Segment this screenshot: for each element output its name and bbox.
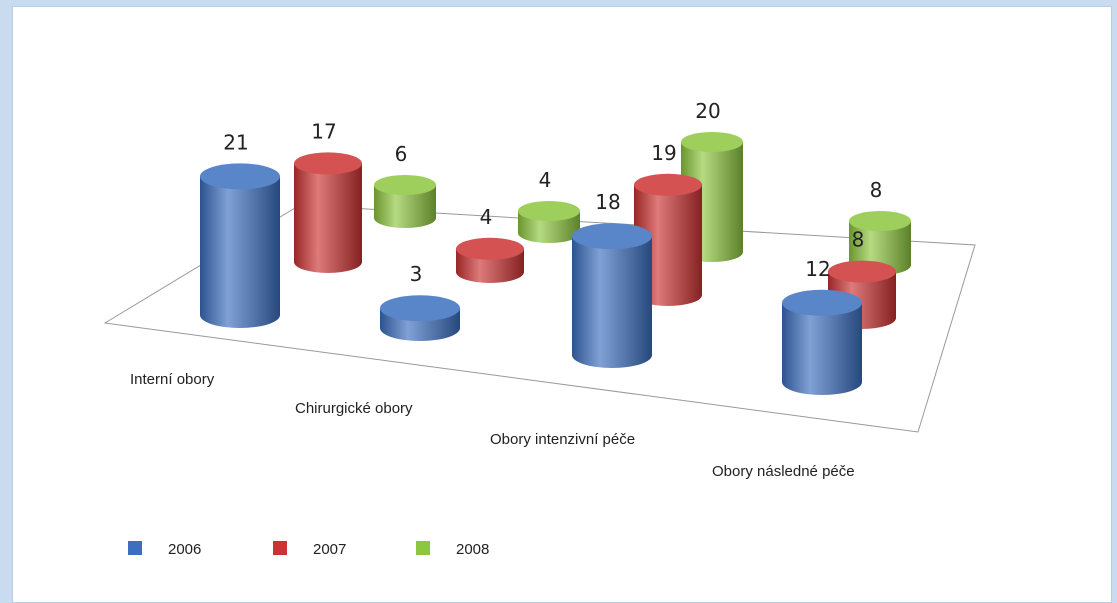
- legend-label: 2007: [313, 541, 346, 558]
- data-label: 6: [395, 142, 408, 166]
- bar-top: [380, 295, 460, 322]
- bar-top: [572, 223, 652, 250]
- legend-swatch: [128, 541, 142, 555]
- data-label: 4: [539, 168, 552, 192]
- bar-top: [518, 201, 580, 221]
- data-label: 4: [480, 205, 493, 229]
- bar: [200, 176, 280, 328]
- bar-top: [782, 289, 862, 316]
- data-label: 12: [805, 257, 830, 281]
- x-tick-label: Obory intenzivní péče: [490, 431, 635, 448]
- data-label: 8: [852, 228, 865, 252]
- data-label: 19: [651, 141, 676, 165]
- bar-top: [634, 173, 702, 196]
- legend-label: 2008: [456, 541, 489, 558]
- data-label: 8: [870, 178, 883, 202]
- data-label: 20: [695, 99, 720, 123]
- bar-top: [200, 163, 280, 190]
- legend-swatch: [273, 541, 287, 555]
- data-label: 18: [595, 190, 620, 214]
- x-tick-label: Chirurgické obory: [295, 400, 413, 417]
- x-tick-label: Obory následné péče: [712, 463, 855, 480]
- data-label: 17: [311, 119, 336, 143]
- legend-label: 2006: [168, 541, 201, 558]
- bar-top: [828, 260, 896, 283]
- bar-top: [681, 132, 743, 152]
- bar: [572, 236, 652, 368]
- bar: [294, 163, 362, 273]
- bar-top: [294, 152, 362, 175]
- legend-swatch: [416, 541, 430, 555]
- bar-top: [374, 175, 436, 195]
- bar: [782, 302, 862, 395]
- bar-top: [849, 211, 911, 231]
- x-tick-label: Interní obory: [130, 371, 215, 388]
- data-label: 3: [410, 262, 423, 286]
- bar-top: [456, 237, 524, 260]
- bar: [374, 185, 436, 228]
- data-label: 21: [223, 130, 248, 154]
